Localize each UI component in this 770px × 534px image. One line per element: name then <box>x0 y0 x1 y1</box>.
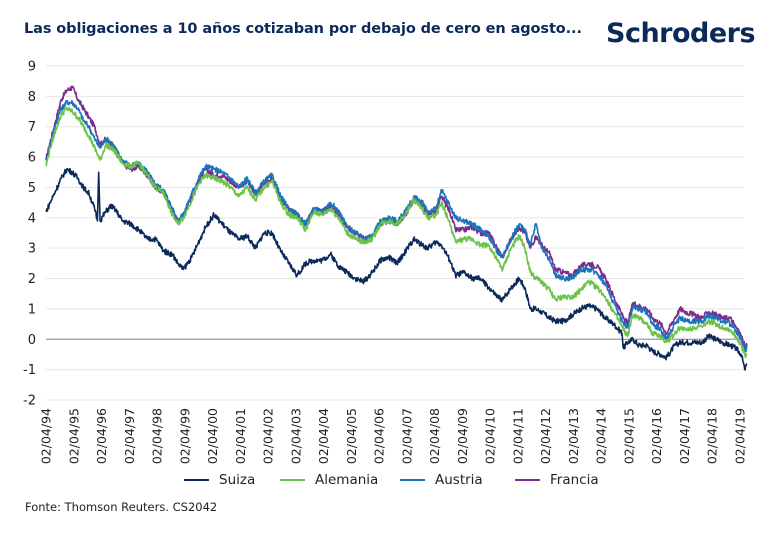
gridlines <box>46 65 744 401</box>
series-line-alemania <box>45 106 748 359</box>
legend-label: Alemania <box>315 472 379 488</box>
x-tick-label: 02/04/15 <box>621 408 636 464</box>
legend-label: Austria <box>435 472 483 488</box>
legend-label: Suiza <box>219 472 256 488</box>
x-tick-label: 02/04/98 <box>150 408 165 464</box>
y-tick-label: 9 <box>28 60 36 75</box>
y-tick-label: 1 <box>28 302 36 317</box>
y-tick-label: -1 <box>23 363 36 378</box>
x-tick-label: 02/04/13 <box>566 408 581 464</box>
legend-item-austria: Austria <box>400 472 483 488</box>
x-tick-label: 02/04/06 <box>372 408 387 464</box>
x-tick-label: 02/04/09 <box>455 408 470 464</box>
y-tick-label: 3 <box>28 242 36 257</box>
x-tick-label: 02/04/17 <box>677 408 692 464</box>
x-tick-label: 02/04/00 <box>205 408 220 464</box>
x-tick-label: 02/04/11 <box>510 408 525 464</box>
x-tick-label: 02/04/01 <box>233 408 248 464</box>
y-tick-label: 4 <box>28 211 36 226</box>
y-tick-label: 2 <box>28 272 36 287</box>
legend-item-suiza: Suiza <box>184 472 255 488</box>
x-tick-label: 02/04/95 <box>66 408 81 464</box>
x-tick-label: 02/04/94 <box>39 408 54 464</box>
x-tick-label: 02/04/14 <box>594 408 609 464</box>
x-tick-label: 02/04/03 <box>288 408 303 464</box>
legend: Suiza Alemania Austria Francia <box>0 472 770 492</box>
legend-swatch <box>184 479 209 481</box>
x-tick-label: 02/04/12 <box>538 408 553 464</box>
x-tick-label: 02/04/16 <box>649 408 664 464</box>
source-note: Fonte: Thomson Reuters. CS2042 <box>25 500 218 514</box>
series-line-austria <box>45 99 748 353</box>
y-tick-label: -2 <box>23 394 36 409</box>
x-tick-label: 02/04/18 <box>705 408 720 464</box>
legend-swatch <box>515 479 540 481</box>
chart-title: Las obligaciones a 10 años cotizaban por… <box>24 21 582 37</box>
y-axis-ticks: 9 8 7 6 5 4 3 2 1 0 -1 -2 <box>23 60 36 409</box>
x-tick-label: 02/04/96 <box>94 408 109 464</box>
legend-item-francia: Francia <box>515 472 599 488</box>
y-tick-label: 7 <box>28 120 36 135</box>
legend-label: Francia <box>550 472 599 488</box>
x-tick-label: 02/04/10 <box>483 408 498 464</box>
x-tick-label: 02/04/05 <box>344 408 359 464</box>
y-tick-label: 5 <box>28 181 36 196</box>
series-lines <box>45 85 748 371</box>
series-line-suiza <box>45 167 748 371</box>
y-tick-label: 0 <box>28 333 36 348</box>
x-tick-label: 02/04/97 <box>122 408 137 464</box>
legend-swatch <box>400 479 425 481</box>
schroders-logo: Schroders <box>606 18 756 49</box>
x-tick-label: 02/04/08 <box>427 408 442 464</box>
x-axis-ticks: 02/04/94 02/04/95 02/04/96 02/04/97 02/04/98… <box>39 408 748 464</box>
x-tick-label: 02/04/07 <box>399 408 414 464</box>
x-tick-label: 02/04/99 <box>177 408 192 464</box>
legend-swatch <box>280 479 305 481</box>
y-tick-label: 8 <box>28 90 36 105</box>
x-tick-label: 02/04/19 <box>733 408 748 464</box>
x-tick-label: 02/04/04 <box>316 408 331 464</box>
x-tick-label: 02/04/02 <box>261 408 276 464</box>
legend-item-alemania: Alemania <box>280 472 378 488</box>
y-tick-label: 6 <box>28 151 36 166</box>
